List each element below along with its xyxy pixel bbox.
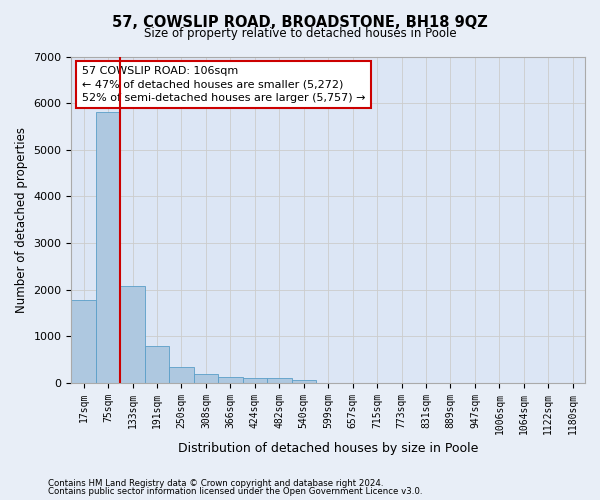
Bar — [169, 367, 194, 383]
Bar — [145, 346, 169, 383]
Bar — [121, 286, 145, 383]
X-axis label: Distribution of detached houses by size in Poole: Distribution of detached houses by size … — [178, 442, 478, 455]
Bar — [194, 374, 218, 383]
Text: 57, COWSLIP ROAD, BROADSTONE, BH18 9QZ: 57, COWSLIP ROAD, BROADSTONE, BH18 9QZ — [112, 15, 488, 30]
Text: Contains HM Land Registry data © Crown copyright and database right 2024.: Contains HM Land Registry data © Crown c… — [48, 478, 383, 488]
Bar — [218, 377, 242, 383]
Text: Size of property relative to detached houses in Poole: Size of property relative to detached ho… — [143, 28, 457, 40]
Bar — [71, 300, 96, 383]
Bar — [292, 380, 316, 383]
Text: Contains public sector information licensed under the Open Government Licence v3: Contains public sector information licen… — [48, 487, 422, 496]
Bar — [242, 378, 267, 383]
Bar — [267, 378, 292, 383]
Bar — [96, 112, 121, 383]
Text: 57 COWSLIP ROAD: 106sqm
← 47% of detached houses are smaller (5,272)
52% of semi: 57 COWSLIP ROAD: 106sqm ← 47% of detache… — [82, 66, 365, 102]
Y-axis label: Number of detached properties: Number of detached properties — [15, 126, 28, 312]
